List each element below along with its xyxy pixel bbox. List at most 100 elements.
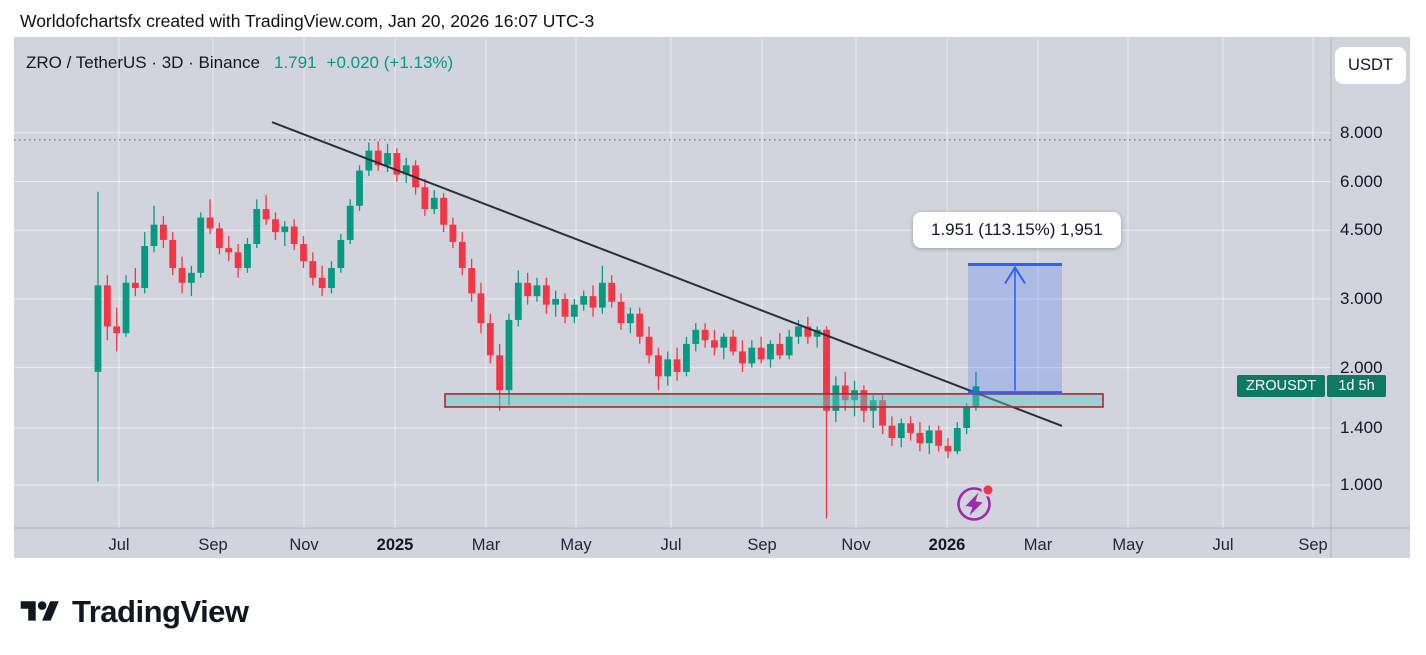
candle	[832, 376, 840, 423]
candle	[272, 212, 279, 240]
candle	[711, 329, 718, 356]
candle	[458, 232, 466, 276]
candle	[131, 268, 139, 297]
candle	[598, 265, 606, 314]
price-axis-label: 1.400	[1340, 418, 1383, 437]
time-axis-label: Sep	[198, 536, 228, 554]
candle	[468, 258, 475, 302]
candle	[776, 333, 784, 360]
candle	[748, 340, 756, 368]
chart-background	[14, 37, 1410, 558]
candle	[533, 277, 541, 302]
symbol-header: ZRO / TetherUS · 3D · Binance 1.791 +0.020…	[26, 53, 453, 73]
grid-lines	[14, 37, 1331, 528]
candle	[440, 193, 447, 233]
candle	[963, 403, 971, 435]
bar-countdown-badge: 1d 5h	[1327, 375, 1386, 397]
candle	[935, 425, 942, 452]
candle	[402, 157, 410, 183]
candle	[206, 199, 214, 235]
candle	[916, 422, 924, 452]
candle	[178, 256, 186, 294]
price-axis-label: 6.000	[1340, 171, 1383, 191]
candle	[496, 343, 504, 411]
candle	[664, 351, 672, 386]
symbol-title[interactable]: ZRO / TetherUS · 3D · Binance	[26, 53, 260, 72]
candle	[683, 336, 690, 377]
candle	[477, 282, 485, 334]
candle	[337, 234, 345, 273]
candle	[851, 380, 858, 417]
candle	[122, 275, 130, 337]
candle	[925, 425, 933, 455]
time-axis-label: Mar	[471, 536, 501, 554]
candle	[552, 290, 560, 317]
candle	[907, 416, 914, 441]
candle	[757, 336, 765, 364]
candle	[673, 347, 681, 381]
candle	[636, 307, 644, 344]
candle	[655, 347, 662, 391]
candle	[309, 252, 317, 286]
time-axis-label: Nov	[841, 536, 871, 554]
candle	[486, 313, 494, 364]
measure-tooltip: 1.951 (113.15%) 1,951	[913, 212, 1121, 248]
candle	[580, 290, 588, 311]
candle	[449, 217, 457, 249]
candle	[524, 272, 532, 305]
candle	[300, 235, 307, 269]
time-axis-label: Sep	[747, 536, 777, 554]
candle	[561, 293, 569, 324]
candle	[290, 219, 298, 251]
candle	[953, 422, 961, 455]
candle	[767, 340, 774, 368]
measure-box-drawing[interactable]	[968, 263, 1062, 395]
candle	[262, 194, 270, 225]
trendline-drawing[interactable]	[271, 121, 1063, 427]
tradingview-brand-text: TradingView	[72, 594, 249, 629]
price-axis-label: 4.500	[1340, 220, 1383, 240]
time-axis-label: Mar	[1023, 536, 1053, 554]
candle	[430, 190, 438, 215]
candle	[823, 326, 830, 519]
candle	[542, 277, 550, 314]
candle	[393, 148, 401, 182]
candle	[514, 270, 522, 327]
price-axis-label: 1.000	[1340, 475, 1383, 494]
candle	[103, 275, 111, 341]
watermark-text: Worldofchartsfx created with TradingView…	[20, 11, 595, 31]
tradingview-logo[interactable]: TradingView	[17, 594, 249, 630]
time-axis-label: 2025	[376, 536, 414, 554]
time-axis-label: Jul	[1212, 536, 1234, 554]
candle	[813, 326, 821, 348]
currency-toggle-button[interactable]: USDT	[1335, 47, 1406, 84]
candle	[225, 235, 233, 262]
candle	[234, 243, 242, 278]
candle	[645, 326, 653, 364]
candle	[841, 371, 849, 411]
candle	[589, 285, 597, 317]
candle	[188, 265, 195, 297]
candle	[141, 232, 149, 294]
candle	[888, 416, 896, 446]
support-zone-drawing[interactable]	[444, 393, 1104, 408]
candle	[216, 222, 223, 255]
candle	[505, 313, 513, 406]
candle	[150, 205, 158, 253]
tradingview-logo-icon	[20, 601, 59, 621]
time-axis-label: May	[1112, 536, 1144, 554]
time-axis-label: Sep	[1298, 536, 1328, 554]
candle	[720, 333, 728, 360]
price-axis-label: 2.000	[1340, 357, 1383, 377]
candle	[617, 293, 625, 330]
candle	[692, 323, 700, 352]
candle	[860, 385, 868, 423]
candle	[94, 191, 102, 482]
symbol-badge: ZROUSDT	[1237, 375, 1326, 397]
candle	[356, 165, 363, 211]
time-axis-label: Jul	[108, 536, 130, 554]
candle	[197, 212, 205, 278]
flash-reaction-icon[interactable]	[957, 483, 995, 521]
candle	[608, 275, 616, 308]
